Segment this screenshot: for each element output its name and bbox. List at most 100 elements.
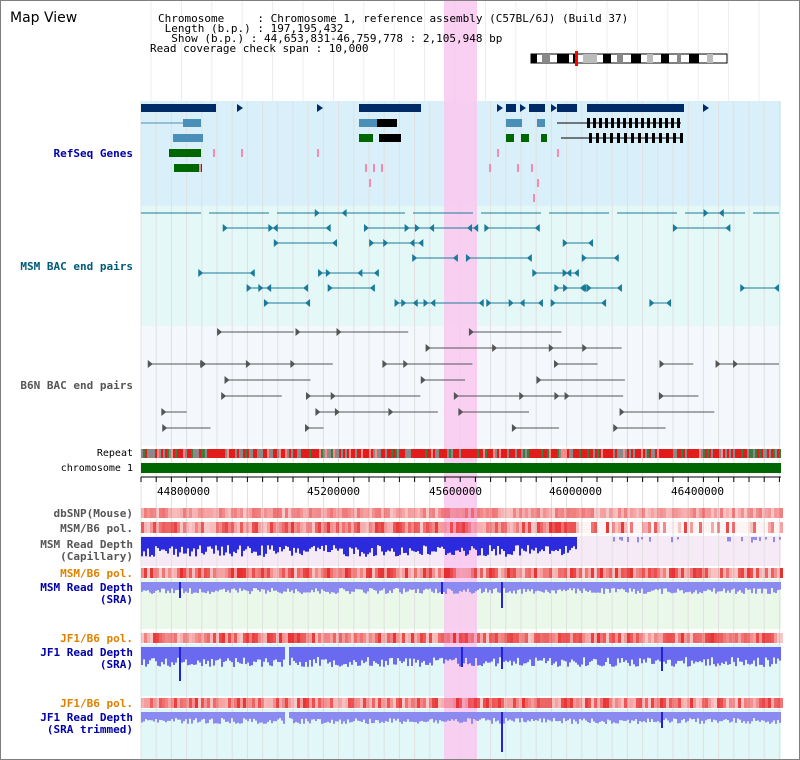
depth-bin	[465, 582, 467, 592]
pol-bin	[588, 522, 591, 533]
pol-bin	[597, 633, 600, 643]
pol-bin	[384, 568, 387, 578]
depth-bin	[697, 712, 699, 719]
pol-bin	[669, 633, 672, 643]
depth-bin	[441, 647, 443, 658]
track-label-jf1-pol-2[interactable]: JF1/B6 pol.	[60, 697, 133, 710]
pol-bin	[279, 568, 282, 578]
pol-bin	[516, 633, 519, 643]
track-label-msm-bac[interactable]: MSM BAC end pairs	[20, 260, 133, 273]
depth-bin	[301, 647, 303, 667]
depth-bin	[281, 647, 283, 667]
pol-bin	[567, 522, 570, 533]
depth-bin	[283, 537, 285, 550]
depth-bin	[521, 712, 523, 719]
track-label-jf1-pol-1[interactable]: JF1/B6 pol.	[60, 632, 133, 645]
pol-bin	[147, 698, 150, 708]
depth-bin	[739, 712, 741, 720]
repeat-bin	[373, 449, 375, 458]
depth-bin	[445, 647, 447, 660]
repeat-bin	[293, 449, 295, 458]
repeat-bin	[179, 449, 181, 458]
depth-bin	[267, 582, 269, 591]
depth-bin	[649, 582, 651, 592]
depth-bin	[665, 647, 667, 664]
depth-bin	[625, 647, 627, 661]
pol-bin	[600, 633, 603, 643]
pol-bin	[606, 698, 609, 708]
depth-bin	[485, 712, 487, 721]
repeat-bin	[689, 449, 691, 458]
depth-bin	[427, 582, 429, 590]
depth-bin	[393, 647, 395, 665]
pol-bin	[687, 508, 690, 518]
pol-bin	[543, 698, 546, 708]
depth-bin	[227, 582, 229, 591]
pol-bin	[288, 568, 291, 578]
depth-bin	[309, 537, 311, 549]
track-label-dbsnp[interactable]: dbSNP(Mouse)	[53, 507, 133, 520]
pol-bin	[297, 508, 300, 518]
pol-bin	[351, 568, 354, 578]
depth-bin	[719, 582, 721, 592]
depth-bin	[533, 582, 535, 594]
depth-bin	[323, 647, 325, 660]
pol-bin	[591, 633, 594, 643]
track-label-jf1-depth-trimmed[interactable]: JF1 Read Depth (SRA trimmed)	[40, 712, 133, 736]
pol-bin	[426, 522, 429, 533]
track-label-msm-depth-sra[interactable]: MSM Read Depth (SRA)	[40, 582, 133, 606]
depth-bin	[507, 537, 509, 555]
exon	[671, 118, 674, 128]
repeat-bin	[627, 449, 629, 458]
bac-end	[162, 424, 168, 432]
pol-bin	[504, 508, 507, 518]
bac-end	[330, 392, 336, 400]
track-label-b6n-bac[interactable]: B6N BAC end pairs	[20, 379, 133, 392]
bac-end	[672, 224, 678, 232]
depth-bin	[235, 582, 237, 591]
depth-bin	[683, 712, 685, 719]
depth-bin	[707, 712, 709, 720]
track-label-msm-pol-2[interactable]: MSM/B6 pol.	[60, 567, 133, 580]
depth-bin	[415, 712, 417, 723]
depth-bin	[265, 647, 267, 659]
depth-bin	[571, 712, 573, 724]
depth-bin	[389, 582, 391, 591]
track-label-refseq[interactable]: RefSeq Genes	[53, 147, 133, 160]
pol-bin	[669, 508, 672, 518]
depth-bin	[531, 537, 533, 550]
depth-bin	[513, 712, 515, 722]
pol-bin	[195, 508, 198, 518]
depth-bin	[727, 537, 729, 542]
depth-bin	[563, 647, 565, 661]
depth-bin	[543, 712, 545, 719]
pol-bin	[300, 522, 303, 533]
depth-bin	[153, 647, 155, 659]
pol-bin	[420, 522, 423, 533]
repeat-bin	[305, 449, 307, 458]
pol-bin	[717, 508, 720, 518]
track-label-msm-depth-capillary[interactable]: MSM Read Depth (Capillary)	[40, 539, 133, 563]
pol-bin	[390, 633, 393, 643]
pol-bin	[723, 508, 726, 518]
depth-bin	[155, 582, 157, 591]
pol-bin	[189, 633, 192, 643]
pol-bin	[567, 508, 570, 518]
depth-bin	[633, 712, 635, 721]
pol-bin	[456, 568, 459, 578]
depth-bin	[661, 582, 663, 594]
depth-bin	[175, 582, 177, 591]
pol-bin	[477, 698, 480, 708]
depth-bin	[435, 537, 437, 552]
depth-bin	[315, 647, 317, 664]
track-label-jf1-depth-sra[interactable]: JF1 Read Depth (SRA)	[40, 647, 133, 671]
track-label-msm-pol-1[interactable]: MSM/B6 pol.	[60, 522, 133, 535]
depth-bin	[423, 712, 425, 722]
depth-bin	[293, 582, 295, 594]
pol-bin	[357, 568, 360, 578]
depth-bin	[381, 647, 383, 660]
pol-bin	[759, 568, 762, 578]
repeat-bin	[743, 449, 745, 458]
pol-bin	[348, 522, 351, 533]
pol-bin	[492, 522, 495, 533]
